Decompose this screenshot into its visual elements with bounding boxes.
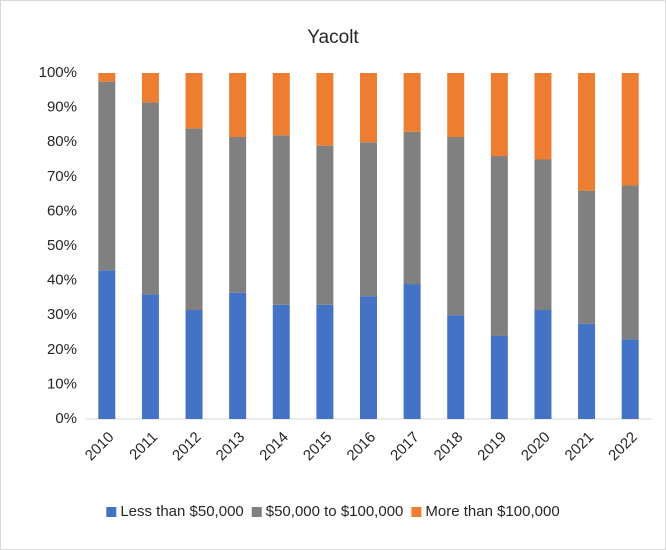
y-tick-label: 0% <box>55 410 77 427</box>
bar-segment <box>185 310 203 419</box>
bar-segment <box>360 296 377 419</box>
bar-segment <box>272 304 290 419</box>
bar-segment <box>185 73 203 129</box>
bar-segment <box>578 323 596 419</box>
bar-segment <box>534 310 552 419</box>
bar-segment <box>141 73 159 103</box>
y-tick-label: 70% <box>47 168 77 185</box>
y-tick-label: 10% <box>47 375 77 392</box>
y-tick-label: 60% <box>47 202 77 219</box>
bar-segment <box>490 156 508 336</box>
legend-label: Less than $50,000 <box>120 503 243 520</box>
bar-segment <box>490 335 508 419</box>
legend-swatch <box>251 507 262 517</box>
bar-segment <box>141 294 159 419</box>
bar-segment <box>316 73 334 146</box>
bar-segment <box>141 102 159 295</box>
bar-segment <box>447 73 465 138</box>
bar-segment <box>403 284 421 419</box>
bar-segment <box>185 128 203 311</box>
legend-label: More than $100,000 <box>425 503 559 520</box>
bar-segment <box>229 137 247 293</box>
bar-segment <box>360 142 377 297</box>
bar-segment <box>490 73 508 157</box>
bar-segment <box>98 270 116 419</box>
y-tick-label: 20% <box>47 341 77 358</box>
bar-segment <box>360 73 377 143</box>
y-tick-label: 40% <box>47 272 77 289</box>
y-tick-label: 100% <box>39 64 77 81</box>
bar-segment <box>272 73 290 136</box>
bar-segment <box>316 145 334 305</box>
legend-swatch <box>411 507 422 517</box>
y-tick-label: 50% <box>47 237 77 254</box>
bar-segment <box>316 304 334 419</box>
bar-segment <box>578 73 596 191</box>
bar-segment <box>229 292 247 419</box>
chart-title: Yacolt <box>307 27 359 48</box>
bar-segment <box>98 81 116 271</box>
bar-segment <box>98 73 116 82</box>
y-tick-label: 90% <box>47 99 77 116</box>
bar-segment <box>621 339 639 419</box>
legend-swatch <box>106 507 117 517</box>
bar-segment <box>229 73 247 138</box>
bar-segment <box>534 159 552 311</box>
y-tick-label: 30% <box>47 306 77 323</box>
bar-segment <box>578 190 596 324</box>
bar-segment <box>447 137 465 316</box>
bar-segment <box>621 73 639 186</box>
y-tick-label: 80% <box>47 133 77 150</box>
bar-segment <box>403 73 421 132</box>
legend-label: $50,000 to $100,000 <box>266 503 404 520</box>
bar-segment <box>534 73 552 160</box>
bar-segment <box>621 185 639 340</box>
bar-segment <box>447 315 465 419</box>
bar-segment <box>272 135 290 305</box>
bar-segment <box>403 131 421 285</box>
